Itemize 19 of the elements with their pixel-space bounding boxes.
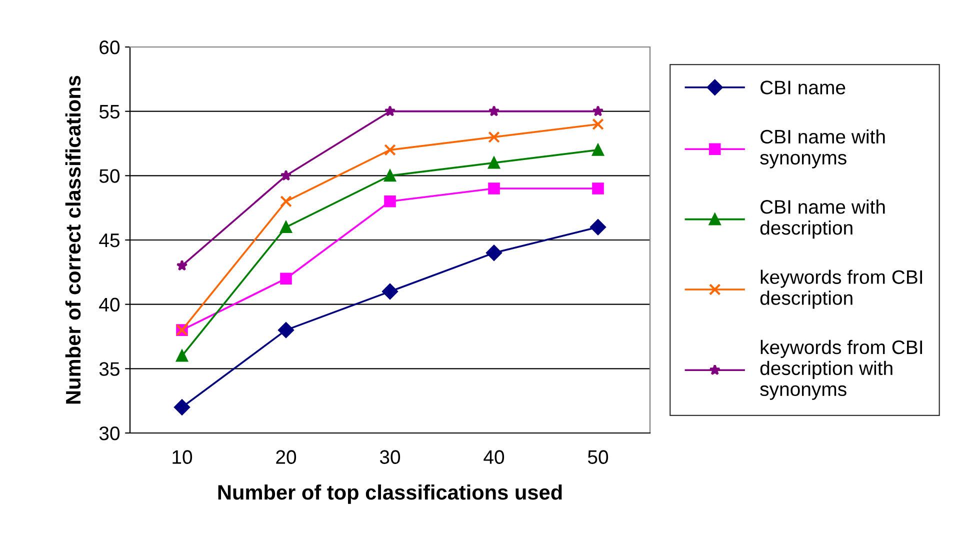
y-tick-label: 40 <box>99 298 120 312</box>
y-tick-label: 50 <box>99 169 120 183</box>
x-tick-label: 30 <box>380 450 400 464</box>
legend-label: CBI name <box>760 80 846 94</box>
x-axis-title: Number of top classifications used <box>218 484 562 504</box>
y-tick-label: 55 <box>99 105 120 119</box>
y-tick-label: 45 <box>99 234 120 248</box>
y-tick-label: 35 <box>99 362 120 376</box>
x-tick-label: 10 <box>172 450 192 464</box>
x-tick-label: 20 <box>276 450 296 464</box>
y-tick-label: 60 <box>100 40 120 54</box>
legend-label: CBI name with synonyms <box>760 129 885 168</box>
y-axis-title: Number of correct classifications <box>65 76 81 404</box>
x-tick-label: 40 <box>484 450 504 464</box>
legend-label: keywords from CBI description <box>760 270 922 309</box>
legend-label: keywords from CBI description with synonyms <box>760 340 922 400</box>
y-tick-label: 30 <box>99 426 120 440</box>
legend-label: CBI name with description <box>760 200 885 239</box>
x-tick-label: 50 <box>588 450 608 464</box>
